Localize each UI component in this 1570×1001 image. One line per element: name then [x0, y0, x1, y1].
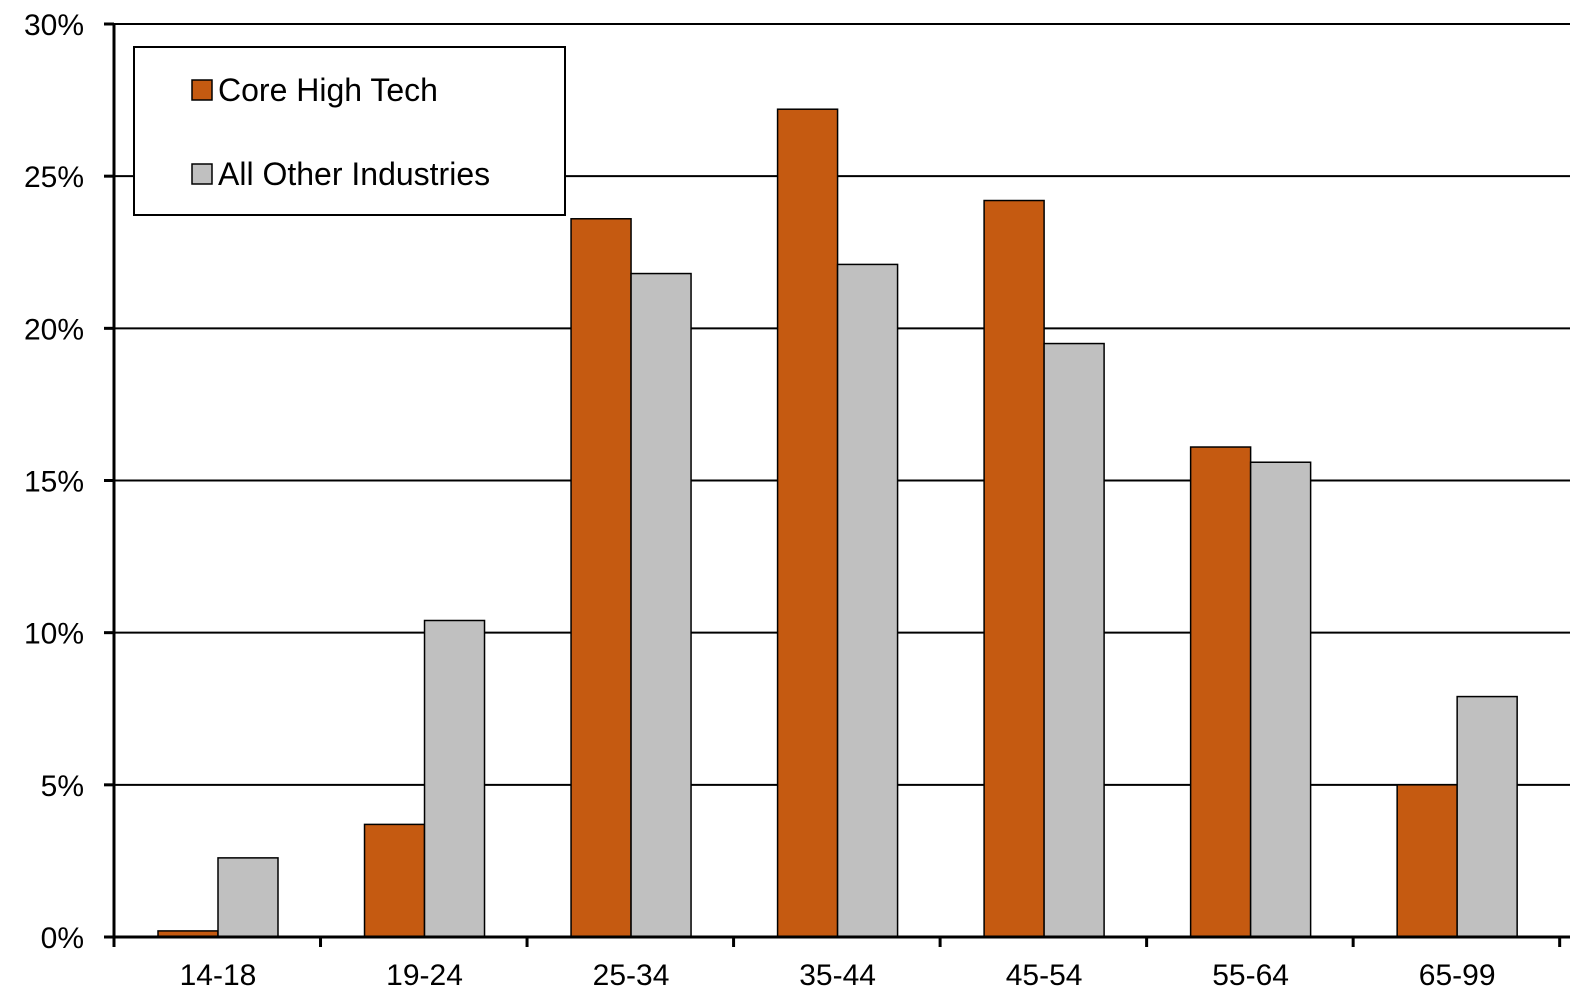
x-tick-label: 19-24: [386, 959, 463, 992]
x-tick-label: 14-18: [180, 959, 257, 992]
x-tick-label: 45-54: [1006, 959, 1083, 992]
bar-core-high-tech-55-64: [1189, 446, 1252, 938]
bar-all-other-industries-25-34: [630, 272, 692, 938]
bar-core-high-tech-19-24: [363, 823, 426, 938]
y-tick-label: 15%: [24, 466, 84, 499]
y-tick-label: 25%: [24, 161, 84, 194]
x-tick-label: 65-99: [1419, 959, 1496, 992]
bar-core-high-tech-25-34: [570, 218, 632, 938]
bar-all-other-industries-14-18: [217, 857, 279, 938]
legend-box: [133, 46, 566, 216]
y-tick-label: 10%: [24, 618, 84, 651]
legend-label: Core High Tech: [218, 72, 438, 108]
bar-core-high-tech-65-99: [1396, 784, 1458, 938]
bar-all-other-industries-35-44: [836, 263, 899, 938]
y-tick-label: 0%: [41, 922, 84, 955]
bar-all-other-industries-19-24: [423, 619, 486, 938]
y-tick-label: 30%: [24, 9, 84, 42]
legend: Core High Tech All Other Industries: [133, 46, 566, 216]
axes: 0% 5% 10% 15% 20% 25% 30% 14-18 19-24 25-34 35-44 4…: [24, 9, 1570, 992]
bar-core-high-tech-35-44: [776, 108, 839, 938]
bars: [157, 108, 1518, 938]
bar-core-high-tech-45-54: [983, 199, 1045, 938]
legend-swatch: [191, 163, 213, 185]
legend-swatch: [191, 79, 213, 101]
x-tick-label: 35-44: [799, 959, 876, 992]
bar-all-other-industries-45-54: [1043, 342, 1105, 938]
y-tick-label: 20%: [24, 313, 84, 346]
bar-all-other-industries-65-99: [1456, 695, 1518, 938]
x-tick-label: 55-64: [1212, 959, 1289, 992]
bar-all-other-industries-55-64: [1249, 461, 1312, 938]
legend-label: All Other Industries: [218, 156, 490, 192]
x-tick-label: 25-34: [593, 959, 670, 992]
y-tick-label: 5%: [41, 770, 84, 803]
